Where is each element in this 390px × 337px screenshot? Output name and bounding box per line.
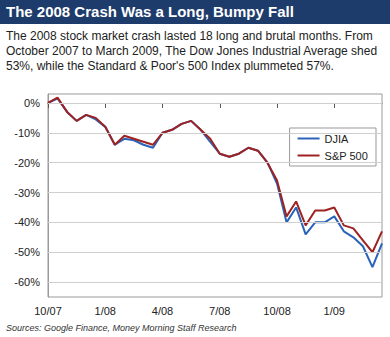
svg-text:October 2007 to March 2009, Th: October 2007 to March 2009, The Dow Jone… [6, 44, 380, 58]
svg-text:The 2008 stock market crash la: The 2008 stock market crash lasted 18 lo… [6, 29, 376, 43]
svg-text:1/08: 1/08 [95, 305, 116, 317]
svg-text:-40%: -40% [14, 216, 40, 228]
svg-text:0%: 0% [24, 97, 40, 109]
svg-text:10/07: 10/07 [34, 305, 62, 317]
svg-text:53%, while the Standard & Poor: 53%, while the Standard & Poor's 500 Ind… [6, 59, 334, 73]
svg-text:10/08: 10/08 [263, 305, 291, 317]
svg-text:S&P 500: S&P 500 [325, 150, 368, 162]
svg-text:Sources: Google Finance, Money: Sources: Google Finance, Money Morning S… [6, 323, 237, 333]
svg-text:1/09: 1/09 [324, 305, 345, 317]
svg-text:4/08: 4/08 [152, 305, 173, 317]
svg-text:7/08: 7/08 [209, 305, 230, 317]
svg-text:-20%: -20% [14, 157, 40, 169]
svg-text:-10%: -10% [14, 127, 40, 139]
svg-text:The 2008 Crash Was a Long, Bum: The 2008 Crash Was a Long, Bumpy Fall [6, 3, 294, 20]
svg-text:-30%: -30% [14, 187, 40, 199]
svg-text:-50%: -50% [14, 246, 40, 258]
svg-text:-60%: -60% [14, 276, 40, 288]
svg-text:DJIA: DJIA [325, 133, 350, 145]
